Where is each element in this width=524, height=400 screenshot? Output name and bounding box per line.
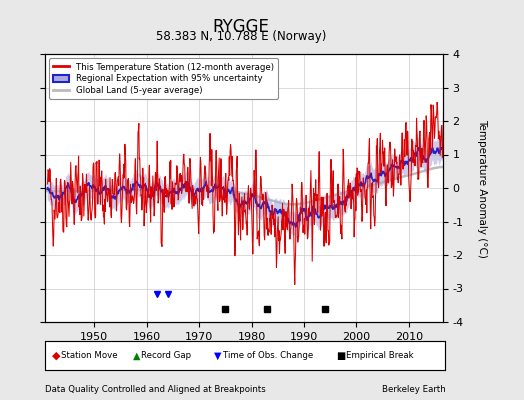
Text: Data Quality Controlled and Aligned at Breakpoints: Data Quality Controlled and Aligned at B… bbox=[45, 386, 265, 394]
Text: ▲: ▲ bbox=[133, 350, 140, 361]
Text: ▼: ▼ bbox=[214, 350, 221, 361]
Text: 58.383 N, 10.788 E (Norway): 58.383 N, 10.788 E (Norway) bbox=[156, 30, 326, 43]
Text: Time of Obs. Change: Time of Obs. Change bbox=[223, 351, 313, 360]
Text: RYGGE: RYGGE bbox=[213, 18, 269, 36]
Text: Record Gap: Record Gap bbox=[141, 351, 192, 360]
Text: ■: ■ bbox=[336, 350, 345, 361]
Text: Berkeley Earth: Berkeley Earth bbox=[381, 386, 445, 394]
Text: Empirical Break: Empirical Break bbox=[346, 351, 413, 360]
Y-axis label: Temperature Anomaly (°C): Temperature Anomaly (°C) bbox=[477, 118, 487, 258]
Text: ◆: ◆ bbox=[52, 350, 60, 361]
Text: Station Move: Station Move bbox=[61, 351, 118, 360]
Legend: This Temperature Station (12-month average), Regional Expectation with 95% uncer: This Temperature Station (12-month avera… bbox=[49, 58, 278, 99]
